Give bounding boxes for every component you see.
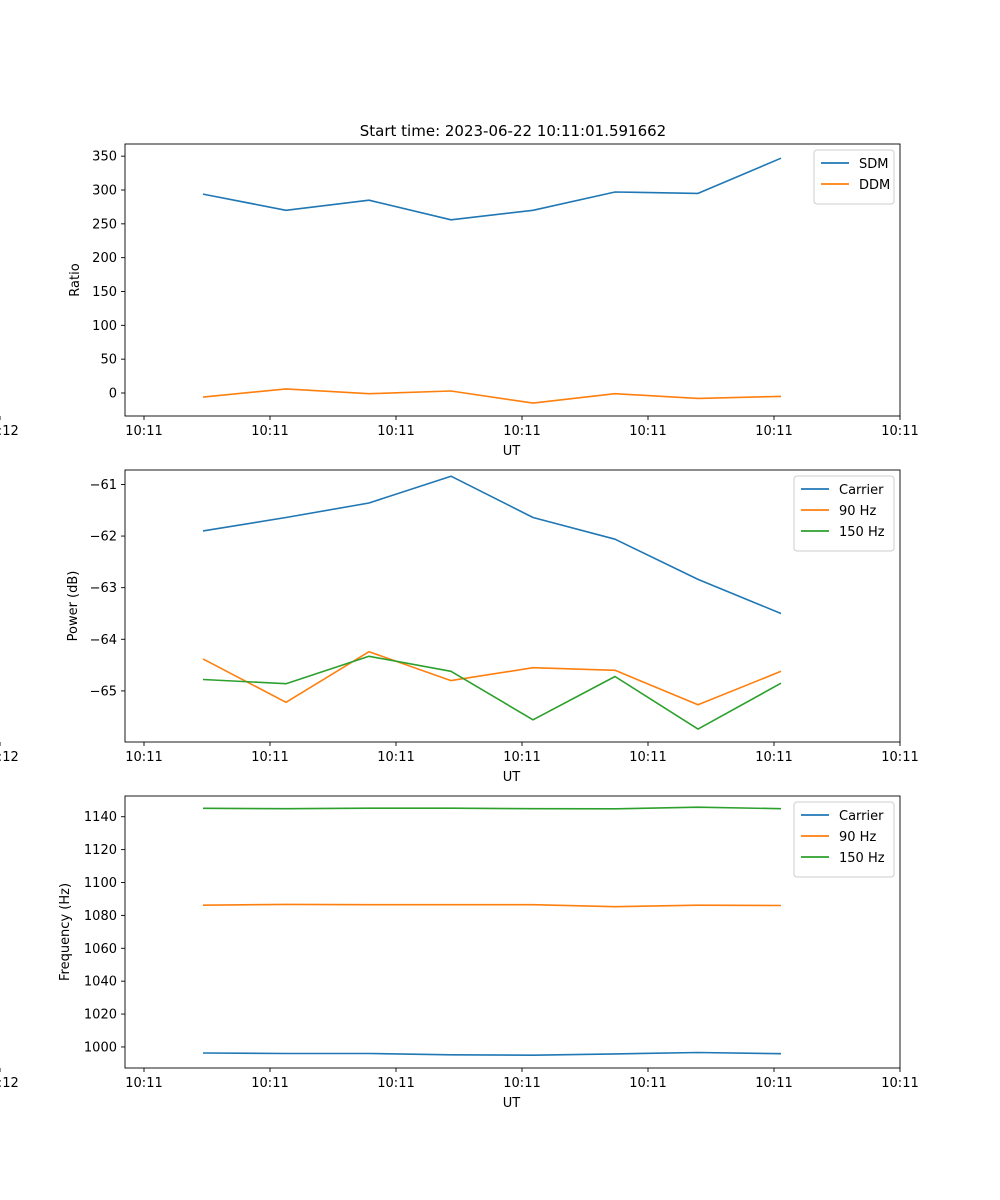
x-tick-label: 10:11 bbox=[629, 750, 666, 765]
figure-title: Start time: 2023-06-22 10:11:01.591662 bbox=[360, 122, 666, 140]
x-tick-label: 10:11 bbox=[377, 1076, 414, 1091]
x-tick-label: 10:11 bbox=[251, 1076, 288, 1091]
subplot-2: 10:11 10:11 10:11 10:11 10:11 10:11 10:11 10:12… bbox=[0, 469, 919, 785]
x-tick-label: 10:11 bbox=[377, 750, 414, 765]
x-tick-label: 10:11 bbox=[629, 424, 666, 439]
legend-label: DDM bbox=[859, 178, 890, 193]
y-tick-label: 100 bbox=[92, 319, 117, 334]
plots: 10:11 10:11 10:11 10:11 10:11 10:11 10:11 10:12… bbox=[0, 143, 919, 1111]
x-tick-label: 10:11 bbox=[125, 424, 162, 439]
y-tick-label: 1060 bbox=[84, 942, 117, 957]
series-line-90-hz bbox=[202, 650, 782, 706]
legend-label: 90 Hz bbox=[839, 830, 876, 845]
x-tick-label: 10:11 bbox=[881, 1076, 918, 1091]
y-tick-label: 1140 bbox=[84, 810, 117, 825]
legend-label: Carrier bbox=[839, 483, 884, 498]
legend-label: SDM bbox=[859, 157, 888, 172]
y-tick-label: −63 bbox=[90, 581, 117, 596]
x-tick-label: 10:11 bbox=[251, 424, 288, 439]
x-tick-label: 10:11 bbox=[881, 424, 918, 439]
subplot-3: 10:11 10:11 10:11 10:11 10:11 10:11 10:11 10:12… bbox=[0, 795, 919, 1111]
legend: Carrier 90 Hz 150 Hz bbox=[793, 475, 895, 552]
series-line-carrier bbox=[202, 475, 782, 615]
y-tick-label: 250 bbox=[92, 217, 117, 232]
legend-box bbox=[793, 801, 895, 878]
axes-frame bbox=[124, 143, 901, 417]
y-tick-label: −64 bbox=[90, 633, 117, 648]
y-axis-label: Ratio bbox=[68, 263, 83, 296]
legend-label: 150 Hz bbox=[839, 851, 885, 866]
x-axis-label: UT bbox=[503, 1096, 521, 1111]
y-tick-label: 1100 bbox=[84, 876, 117, 891]
y-axis-label: Power (dB) bbox=[66, 571, 81, 642]
axes-frame bbox=[124, 795, 901, 1069]
x-tick-label: 10:12 bbox=[0, 750, 19, 765]
y-tick-label: −65 bbox=[90, 684, 117, 699]
axes-frame bbox=[124, 469, 901, 743]
y-tick-label: 350 bbox=[92, 150, 117, 165]
y-tick-label: 300 bbox=[92, 184, 117, 199]
y-tick-label: 150 bbox=[92, 285, 117, 300]
x-tick-label: 10:11 bbox=[755, 750, 792, 765]
subplot-1: 10:11 10:11 10:11 10:11 10:11 10:11 10:11 10:12… bbox=[0, 143, 919, 459]
series-line-90-hz bbox=[202, 903, 782, 908]
x-tick-label: 10:11 bbox=[755, 1076, 792, 1091]
x-tick-label: 10:11 bbox=[503, 750, 540, 765]
series-line-150-hz bbox=[202, 655, 782, 730]
x-tick-label: 10:11 bbox=[629, 1076, 666, 1091]
x-tick-label: 10:12 bbox=[0, 424, 19, 439]
x-axis-label: UT bbox=[503, 444, 521, 459]
y-tick-label: −61 bbox=[90, 478, 117, 493]
series-line-150-hz bbox=[202, 806, 782, 810]
series-line-carrier bbox=[202, 1051, 782, 1056]
x-tick-label: 10:11 bbox=[377, 424, 414, 439]
y-axis-label: Frequency (Hz) bbox=[58, 883, 73, 981]
legend-box bbox=[793, 475, 895, 552]
x-tick-label: 10:11 bbox=[503, 1076, 540, 1091]
y-tick-label: 0 bbox=[109, 386, 117, 401]
y-tick-label: 50 bbox=[100, 353, 117, 368]
series-line-ddm bbox=[202, 388, 782, 404]
series-line-sdm bbox=[202, 157, 782, 221]
y-tick-label: 1080 bbox=[84, 909, 117, 924]
y-tick-label: 1000 bbox=[84, 1040, 117, 1055]
x-tick-label: 10:12 bbox=[0, 1076, 19, 1091]
legend: SDM DDM bbox=[813, 149, 895, 205]
x-tick-label: 10:11 bbox=[503, 424, 540, 439]
legend-label: Carrier bbox=[839, 809, 884, 824]
y-tick-label: 1040 bbox=[84, 975, 117, 990]
x-tick-label: 10:11 bbox=[125, 1076, 162, 1091]
y-tick-label: 1020 bbox=[84, 1008, 117, 1023]
x-tick-label: 10:11 bbox=[881, 750, 918, 765]
legend-label: 150 Hz bbox=[839, 525, 885, 540]
x-tick-label: 10:11 bbox=[251, 750, 288, 765]
legend-label: 90 Hz bbox=[839, 504, 876, 519]
legend: Carrier 90 Hz 150 Hz bbox=[793, 801, 895, 878]
y-tick-label: −62 bbox=[90, 530, 117, 545]
y-tick-label: 200 bbox=[92, 251, 117, 266]
x-tick-label: 10:11 bbox=[125, 750, 162, 765]
x-axis-label: UT bbox=[503, 770, 521, 785]
y-tick-label: 1120 bbox=[84, 843, 117, 858]
x-tick-label: 10:11 bbox=[755, 424, 792, 439]
